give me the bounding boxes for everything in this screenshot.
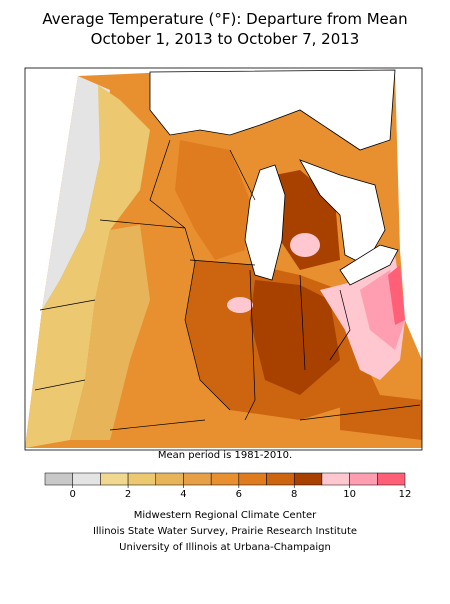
legend-swatch bbox=[44, 472, 73, 486]
title-line: Average Temperature (°F): Departure from… bbox=[42, 10, 407, 28]
credit: Illinois State Water Survey, Prairie Res… bbox=[93, 526, 357, 537]
legend-swatch bbox=[72, 472, 101, 486]
map-region bbox=[42, 76, 110, 310]
legend-tick-label: 2 bbox=[125, 489, 131, 500]
credit: Midwestern Regional Climate Center bbox=[134, 510, 317, 521]
map bbox=[24, 67, 423, 451]
lake bbox=[244, 164, 286, 281]
credit: University of Illinois at Urbana-Champai… bbox=[119, 542, 331, 553]
legend-tick-label: 6 bbox=[236, 489, 242, 500]
legend-swatch bbox=[127, 472, 157, 486]
legend-swatch bbox=[349, 472, 378, 486]
legend-swatch bbox=[238, 472, 267, 486]
legend-swatch bbox=[321, 472, 350, 486]
legend-tick-label: 8 bbox=[291, 489, 297, 500]
legend-tick-label: 4 bbox=[180, 489, 186, 500]
legend: 0 2 4 6 8 10 12 bbox=[44, 472, 412, 500]
lake bbox=[339, 244, 399, 286]
state-lines bbox=[34, 139, 421, 431]
map-region bbox=[388, 265, 405, 325]
legend-swatch bbox=[266, 472, 295, 486]
map-region bbox=[227, 297, 253, 313]
legend-tick-label: 10 bbox=[343, 489, 356, 500]
legend-tick-label: 12 bbox=[399, 489, 412, 500]
legend-swatch bbox=[377, 472, 406, 486]
map-region bbox=[290, 233, 320, 257]
legend-tick-label: 0 bbox=[70, 489, 76, 500]
map-region bbox=[70, 225, 150, 440]
map-region bbox=[175, 140, 250, 260]
legend-swatch bbox=[100, 472, 129, 486]
legend-swatch bbox=[293, 472, 323, 486]
map-frame bbox=[24, 67, 423, 451]
legend-swatch bbox=[155, 472, 184, 486]
note: Mean period is 1981-2010. bbox=[158, 450, 292, 461]
title-line: October 1, 2013 to October 7, 2013 bbox=[91, 30, 360, 48]
legend-swatch bbox=[183, 472, 212, 486]
lake bbox=[149, 69, 396, 151]
map-region bbox=[250, 280, 340, 395]
map-region bbox=[25, 85, 150, 448]
legend-swatch bbox=[210, 472, 240, 486]
